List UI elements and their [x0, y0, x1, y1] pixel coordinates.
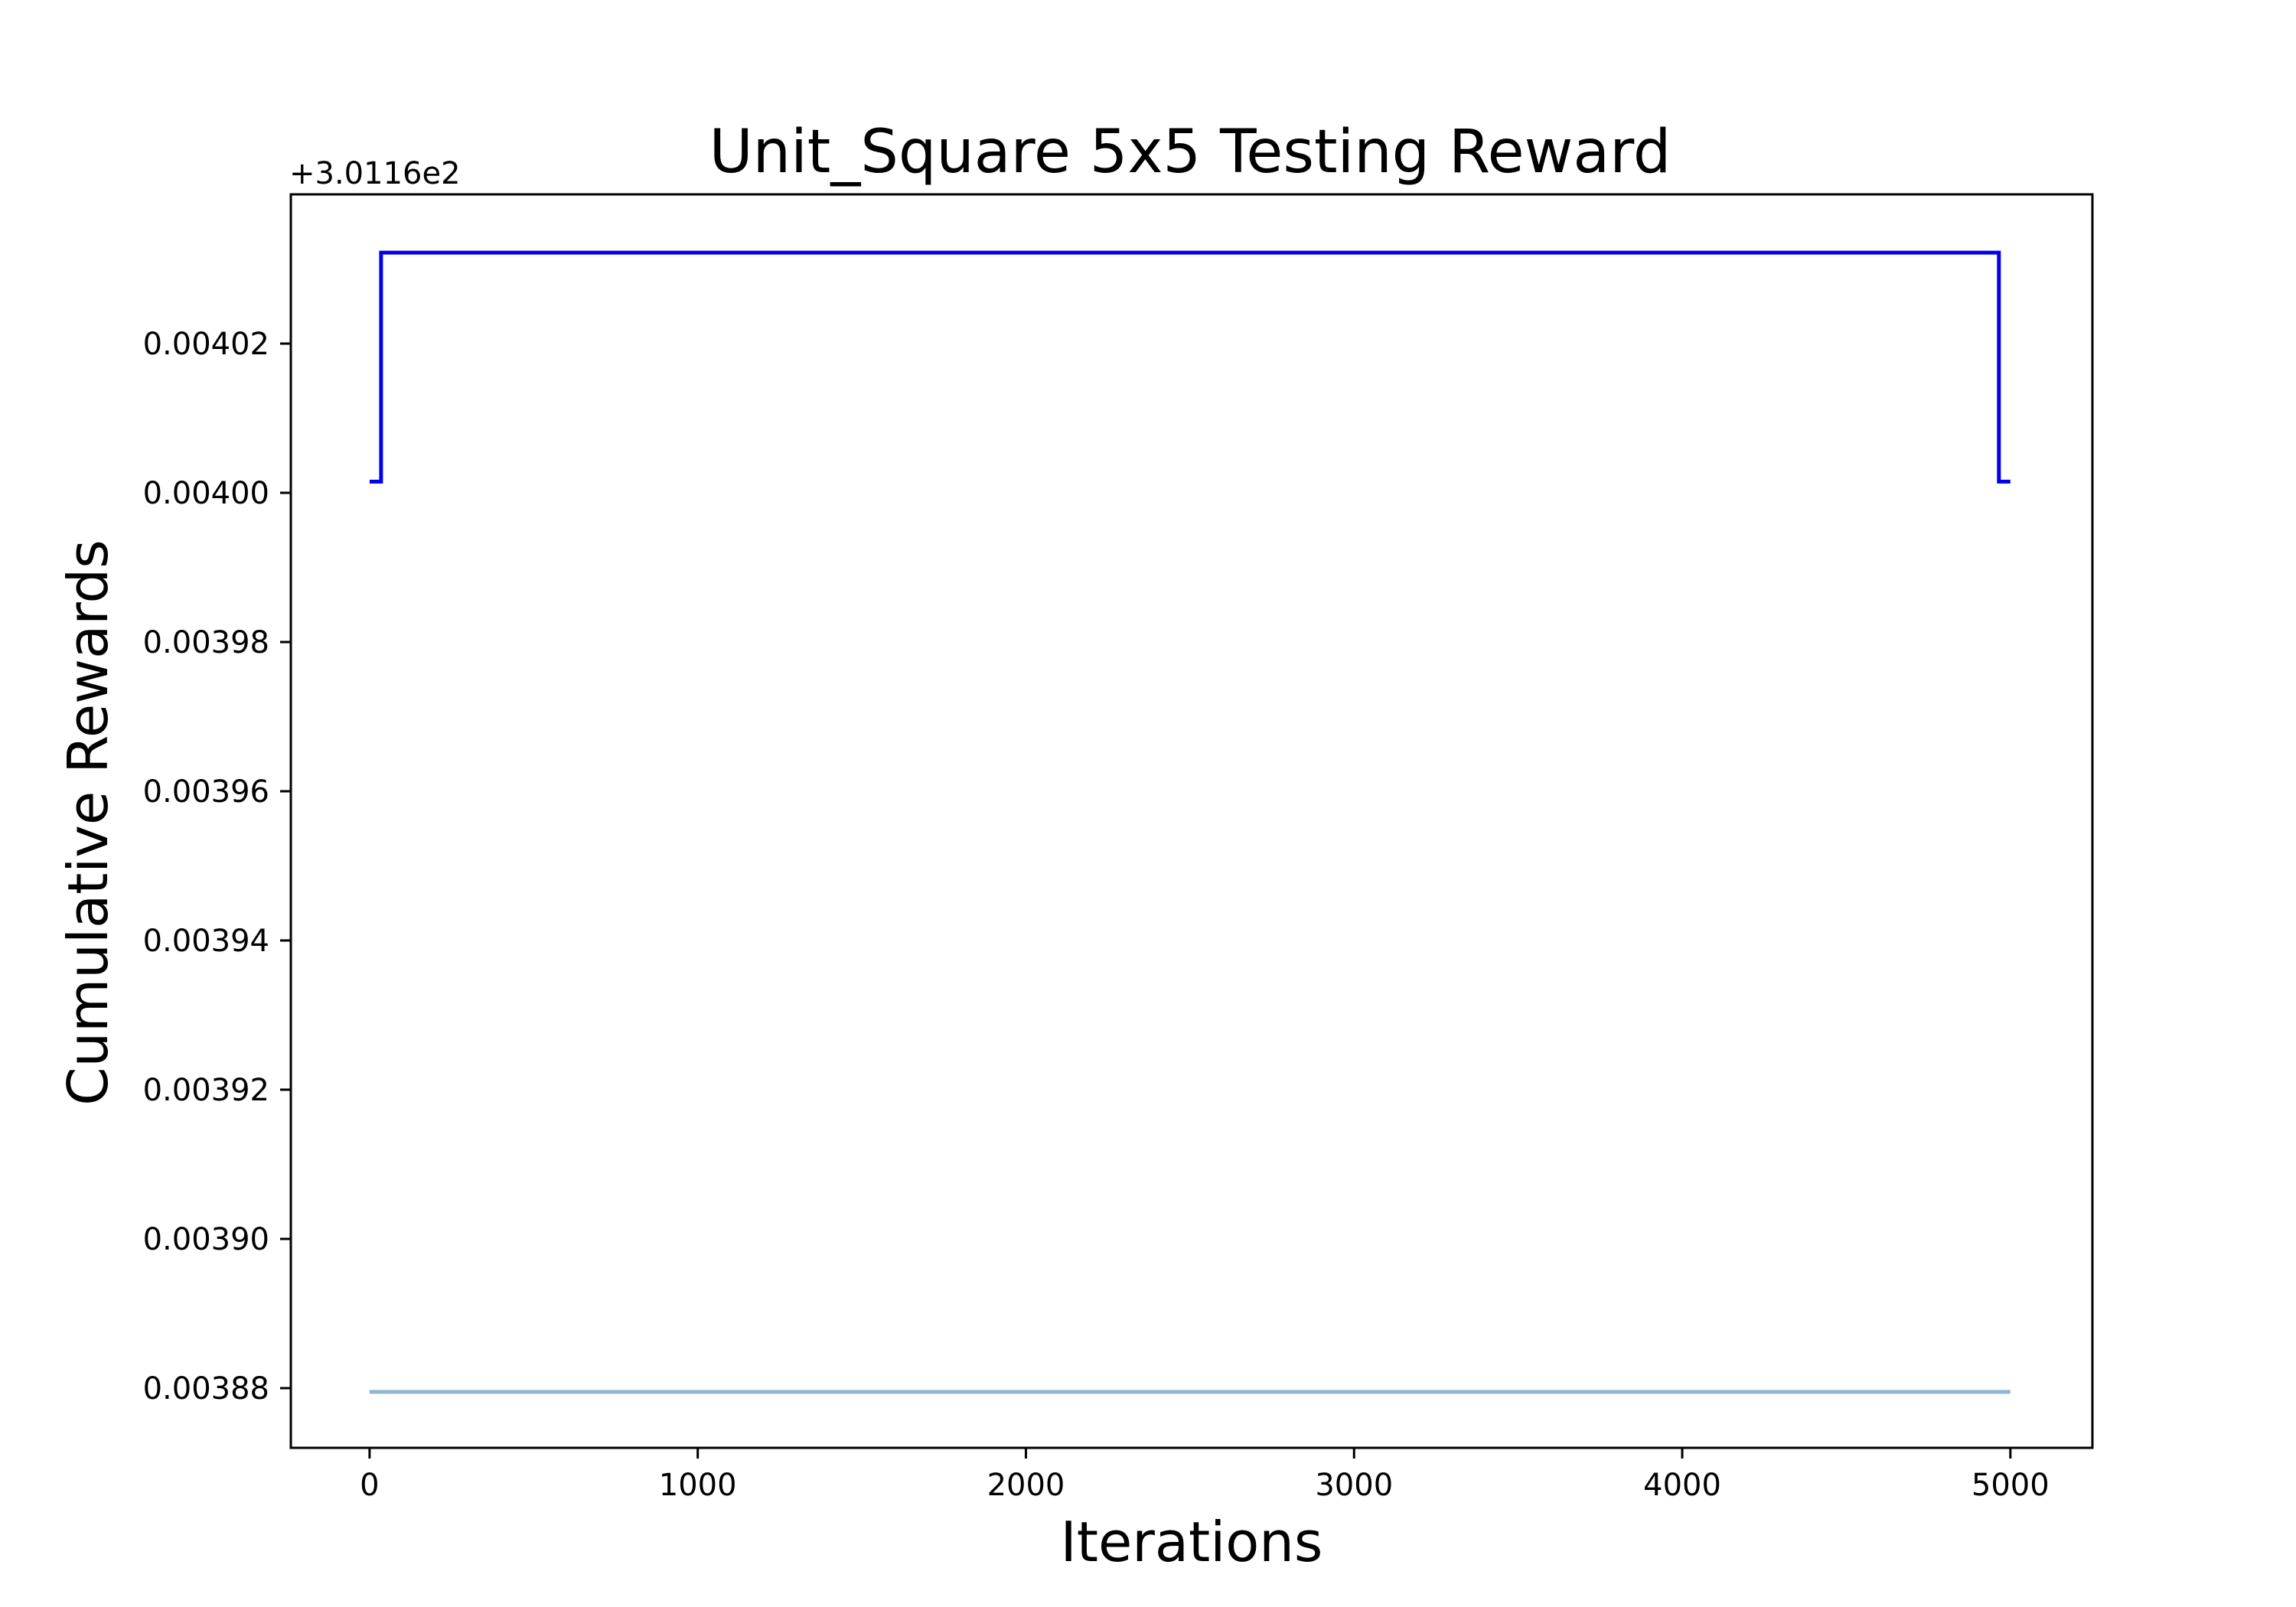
plot-frame [289, 193, 2094, 1449]
y-tick-label: 0.00396 [143, 774, 269, 810]
chart-title: Unit_Square 5x5 Testing Reward [709, 118, 1671, 187]
y-tick-label: 0.00388 [143, 1371, 269, 1407]
y-tick-label: 0.00392 [143, 1073, 269, 1108]
y-axis-ticks: 0.00388 0.00390 0.00392 0.00394 0.00396 0.003… [143, 327, 291, 1407]
y-tick-label: 0.00390 [143, 1222, 269, 1257]
y-axis-label: Cumulative Rewards [56, 539, 120, 1105]
x-tick-label: 4000 [1643, 1468, 1721, 1503]
series-layer [369, 250, 2011, 1394]
x-tick-label: 0 [360, 1468, 379, 1503]
x-axis-ticks: 0 1000 2000 3000 4000 5000 [360, 1448, 2050, 1503]
x-tick-label: 1000 [659, 1468, 737, 1503]
x-axis-label: Iterations [1061, 1510, 1323, 1574]
y-tick-label: 0.00400 [143, 476, 269, 511]
x-tick-label: 2000 [987, 1468, 1065, 1503]
y-tick-label: 0.00398 [143, 625, 269, 660]
y-tick-label: 0.00402 [143, 327, 269, 362]
x-tick-label: 5000 [1971, 1468, 2050, 1503]
x-tick-label: 3000 [1315, 1468, 1393, 1503]
series-line-1 [369, 250, 2011, 484]
y-tick-label: 0.00394 [143, 924, 269, 959]
y-offset-label: +3.0116e2 [289, 156, 461, 191]
